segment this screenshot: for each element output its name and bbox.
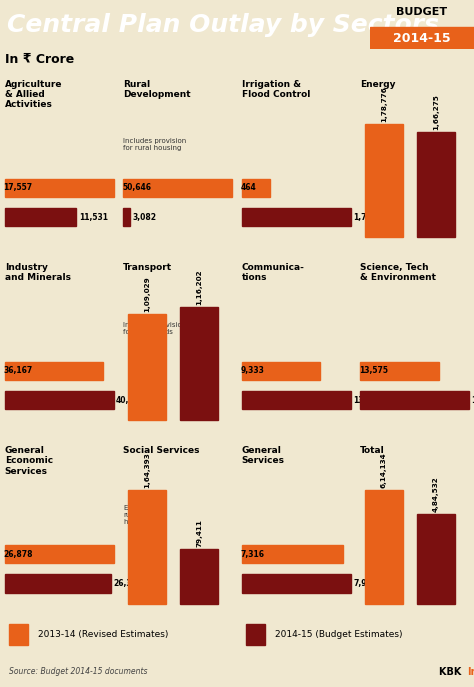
Text: 3,082: 3,082 bbox=[132, 212, 156, 222]
Bar bbox=[242, 208, 351, 226]
Text: 464: 464 bbox=[240, 183, 256, 192]
Text: 2014-15: 2014-15 bbox=[393, 32, 451, 45]
Bar bbox=[242, 362, 320, 380]
Text: Social Services: Social Services bbox=[123, 446, 200, 455]
Text: 2014-15 (Budget Estimates): 2014-15 (Budget Estimates) bbox=[275, 630, 402, 640]
Text: Total: Total bbox=[360, 446, 385, 455]
Text: Source: Budget 2014-15 documents: Source: Budget 2014-15 documents bbox=[9, 667, 148, 676]
Text: Includes provision
for rural housing: Includes provision for rural housing bbox=[123, 138, 186, 151]
Text: Energy: Energy bbox=[360, 80, 396, 89]
Bar bbox=[242, 179, 270, 197]
Text: 18,792: 18,792 bbox=[472, 396, 474, 405]
Text: Industry
and Minerals: Industry and Minerals bbox=[5, 263, 71, 282]
Text: Irrigation &
Flood Control: Irrigation & Flood Control bbox=[242, 80, 310, 99]
Text: Transport: Transport bbox=[123, 263, 173, 272]
Bar bbox=[365, 124, 403, 237]
Bar bbox=[5, 208, 76, 226]
Bar bbox=[9, 624, 28, 645]
Text: 79,411: 79,411 bbox=[196, 519, 202, 547]
Bar bbox=[180, 307, 218, 420]
Text: 1,797: 1,797 bbox=[353, 212, 377, 222]
Text: KBK: KBK bbox=[439, 666, 465, 677]
Text: 36,167: 36,167 bbox=[3, 366, 33, 376]
Text: Central Plan Outlay by Sectors: Central Plan Outlay by Sectors bbox=[8, 13, 439, 36]
Text: 1,66,275: 1,66,275 bbox=[433, 94, 439, 130]
Text: Science, Tech
& Environment: Science, Tech & Environment bbox=[360, 263, 436, 282]
Text: 40,209: 40,209 bbox=[116, 396, 145, 405]
Text: 4,84,532: 4,84,532 bbox=[433, 477, 439, 513]
Bar bbox=[5, 179, 114, 197]
Text: 13,009: 13,009 bbox=[353, 396, 382, 405]
Bar bbox=[360, 391, 469, 409]
Text: 1,16,202: 1,16,202 bbox=[196, 269, 202, 305]
Text: 1,78,776: 1,78,776 bbox=[381, 86, 387, 122]
Bar bbox=[242, 545, 343, 563]
Text: 1,64,393: 1,64,393 bbox=[144, 453, 150, 488]
Text: 7,906: 7,906 bbox=[353, 579, 377, 588]
Text: 17,557: 17,557 bbox=[3, 183, 33, 192]
Text: 11,531: 11,531 bbox=[79, 212, 108, 222]
Text: 7,316: 7,316 bbox=[240, 550, 264, 559]
Text: Rural
Development: Rural Development bbox=[123, 80, 191, 99]
Bar bbox=[128, 314, 166, 420]
Text: 9,333: 9,333 bbox=[240, 366, 264, 376]
Text: 13,575: 13,575 bbox=[359, 366, 388, 376]
Bar bbox=[417, 132, 455, 237]
Bar bbox=[417, 514, 455, 604]
Text: 2013-14 (Revised Estimates): 2013-14 (Revised Estimates) bbox=[38, 630, 168, 640]
Bar bbox=[5, 362, 103, 380]
Text: 50,646: 50,646 bbox=[122, 183, 151, 192]
Bar bbox=[370, 27, 474, 49]
Text: 6,14,134: 6,14,134 bbox=[381, 453, 387, 488]
Bar bbox=[242, 391, 351, 409]
Text: Communica-
tions: Communica- tions bbox=[242, 263, 305, 282]
Bar bbox=[5, 574, 111, 593]
Bar bbox=[242, 574, 351, 593]
Bar bbox=[128, 490, 166, 604]
Text: 26,318: 26,318 bbox=[114, 579, 143, 588]
Bar bbox=[360, 362, 439, 380]
Bar bbox=[365, 490, 403, 604]
Text: BUDGET: BUDGET bbox=[396, 8, 447, 17]
Text: 1,09,029: 1,09,029 bbox=[144, 276, 150, 312]
Text: General
Economic
Services: General Economic Services bbox=[5, 446, 53, 476]
Text: General
Services: General Services bbox=[242, 446, 285, 466]
Bar bbox=[246, 624, 265, 645]
Bar bbox=[123, 208, 130, 226]
Bar bbox=[123, 179, 232, 197]
Text: Excludes
rural
housing: Excludes rural housing bbox=[123, 505, 154, 525]
Text: Info: Info bbox=[467, 666, 474, 677]
Text: Agriculture
& Allied
Activities: Agriculture & Allied Activities bbox=[5, 80, 62, 109]
Bar bbox=[180, 549, 218, 604]
Text: In ₹ Crore: In ₹ Crore bbox=[5, 53, 74, 65]
Text: 26,878: 26,878 bbox=[3, 550, 33, 559]
Bar bbox=[5, 391, 114, 409]
Text: Includes provision
for rural roads: Includes provision for rural roads bbox=[123, 322, 186, 335]
Bar bbox=[5, 545, 114, 563]
